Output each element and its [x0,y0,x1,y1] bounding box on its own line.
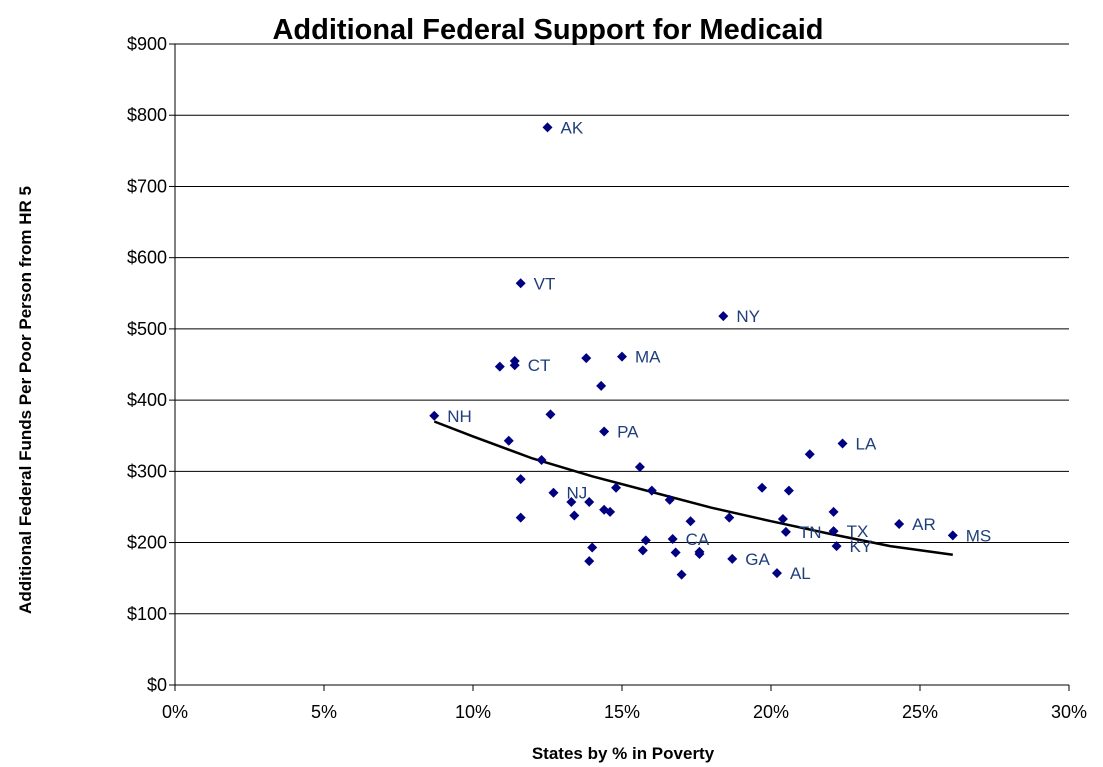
data-point [494,361,505,372]
data-point [724,512,735,523]
x-tick-labels: 0% 5% 10% 15% 20% 25% 30% [162,702,1087,722]
data-point [599,426,610,437]
axes [174,44,1070,691]
data-point [894,519,905,530]
data-points [429,122,958,580]
data-point [777,514,788,525]
point-label: TN [799,523,822,542]
data-point [587,542,598,553]
data-point [584,556,595,567]
x-axis-label: States by % in Poverty [532,744,715,763]
data-point [676,569,687,580]
y-tick-labels: $0 $100 $200 $300 $400 $500 $600 $700 $800 $900 [127,34,167,695]
data-point [429,410,440,421]
data-point [548,487,559,498]
data-point [536,454,547,465]
data-point [828,506,839,517]
data-point [694,546,705,557]
data-point [611,482,622,493]
point-label: NH [447,407,472,426]
data-point [566,496,577,507]
point-label: CT [528,356,551,375]
data-point [667,533,678,544]
data-point [828,526,839,537]
x-tick-label: 0% [162,702,188,722]
x-tick-label: 20% [753,702,789,722]
point-label: AK [561,118,584,137]
data-point [515,512,526,523]
y-tick-label: $200 [127,533,167,553]
data-point [542,122,553,133]
point-label: TX [847,522,869,541]
data-point [771,568,782,579]
data-point [727,553,738,564]
y-tick-label: $700 [127,176,167,196]
data-point [780,526,791,537]
point-label: PA [617,422,639,441]
point-label: LA [856,435,877,454]
data-point [503,435,514,446]
point-label: NJ [566,484,587,503]
data-point [569,510,580,521]
point-label: KY [850,537,873,556]
data-point [685,516,696,527]
point-labels: AK VT NY MA CT NH PA LA NJ AR TX MS CA KY GA AL TN [447,118,991,583]
y-tick-label: $100 [127,604,167,624]
point-label: AR [912,515,936,534]
data-point [509,360,520,371]
x-tick-label: 5% [311,702,337,722]
data-point [831,541,842,552]
y-tick-label: $500 [127,319,167,339]
point-label: MS [966,526,992,545]
data-point [947,530,958,541]
point-label: MA [635,348,661,367]
trendline [433,420,953,556]
point-label: VT [534,274,556,293]
data-point [718,311,729,322]
gridlines [169,43,1069,686]
point-label: NY [736,307,760,326]
y-tick-label: $300 [127,461,167,481]
point-label: CA [686,530,710,549]
data-point [637,545,648,556]
point-label: AL [790,564,811,583]
y-tick-label: $900 [127,34,167,54]
data-point [804,449,815,460]
y-tick-label: $600 [127,248,167,268]
y-tick-label: $400 [127,390,167,410]
y-tick-label: $0 [147,675,167,695]
data-point [581,353,592,364]
y-tick-label: $800 [127,105,167,125]
x-tick-label: 30% [1051,702,1087,722]
y-axis-label: Additional Federal Funds Per Poor Person… [16,186,35,614]
x-tick-label: 15% [604,702,640,722]
data-point [515,474,526,485]
x-tick-label: 25% [902,702,938,722]
data-point [757,482,768,493]
data-point [515,278,526,289]
point-label: GA [745,550,770,569]
chart-title: Additional Federal Support for Medicaid [272,14,823,46]
data-point [837,438,848,449]
data-point [617,351,627,362]
data-point [640,535,651,546]
data-point [664,494,675,505]
data-point [545,409,556,420]
data-point [634,462,645,473]
x-tick-label: 10% [455,702,491,722]
data-point [670,547,681,558]
data-point [646,485,657,496]
data-point [596,380,607,391]
data-point [783,485,794,496]
data-point [605,506,616,517]
data-point [584,496,595,507]
